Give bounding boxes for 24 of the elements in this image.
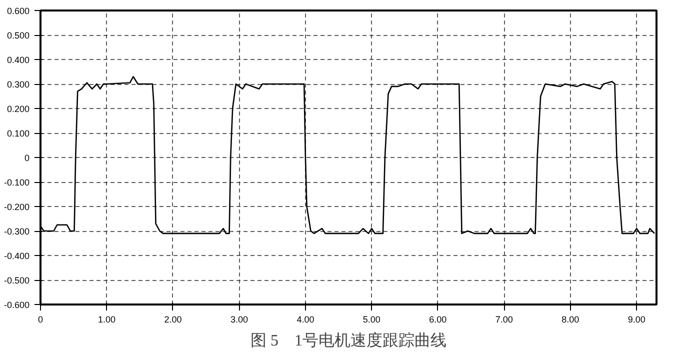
y-tick-label: 0 — [24, 153, 30, 163]
y-tick-label: 0.500 — [6, 30, 30, 40]
y-tick-label: -0.500 — [4, 276, 30, 286]
x-tick-label: 5.00 — [362, 314, 380, 324]
y-tick-label: 0.600 — [6, 6, 30, 16]
x-tick-label: 8.00 — [562, 314, 580, 324]
x-tick-label: 1.00 — [98, 314, 116, 324]
x-tick-label: 3.00 — [230, 314, 248, 324]
y-tick-label: 0.300 — [6, 80, 30, 90]
y-tick-label: 0.100 — [6, 128, 30, 138]
x-tick-label: 9.00 — [628, 314, 646, 324]
x-tick-label: 4.00 — [296, 314, 314, 324]
x-tick-label: 6.00 — [429, 314, 447, 324]
x-tick-label: 7.00 — [495, 314, 513, 324]
text: 图 5 1号电机速度跟踪曲线 — [250, 332, 446, 350]
y-tick-label: -0.600 — [4, 300, 30, 310]
y-tick-label: -0.400 — [4, 251, 30, 261]
x-tick-label: 2.00 — [164, 314, 182, 324]
y-tick-label: -0.300 — [4, 226, 30, 236]
y-tick-label: -0.200 — [4, 202, 30, 212]
y-tick-label: 0.200 — [6, 104, 30, 114]
x-tick-label: 0 — [38, 314, 44, 324]
y-tick-label: 0.400 — [6, 55, 30, 65]
y-tick-label: -0.100 — [4, 178, 30, 188]
